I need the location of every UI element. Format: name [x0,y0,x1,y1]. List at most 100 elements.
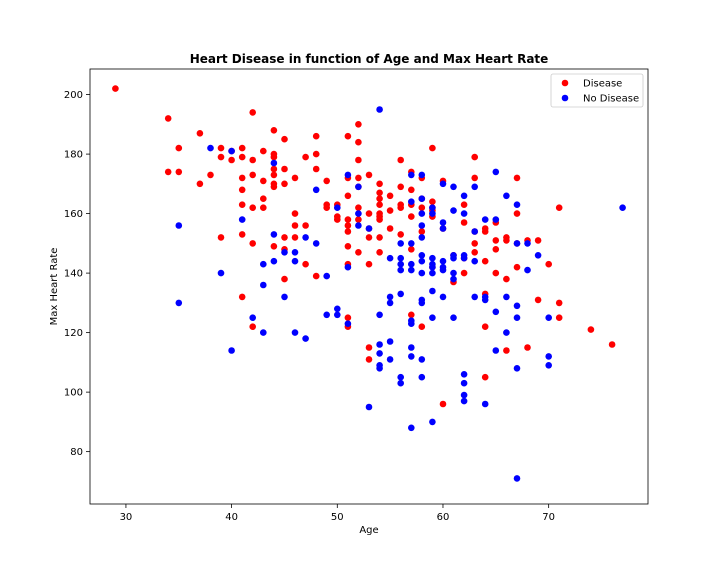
data-point-disease [238,174,246,182]
data-point-no-disease [397,266,405,274]
data-point-disease [270,243,278,250]
data-point-disease [249,156,256,164]
data-point-no-disease [386,338,394,345]
data-point-no-disease [524,240,531,247]
data-point-no-disease [397,240,405,247]
data-point-no-disease [429,263,436,271]
data-point-disease [175,168,183,176]
data-point-no-disease [386,356,394,363]
y-tick-label: 120 [64,328,83,339]
data-point-no-disease [545,362,552,369]
data-point-disease [249,204,256,211]
data-point-no-disease [418,269,426,277]
data-point-disease [355,216,362,223]
data-point-no-disease [323,272,331,280]
data-point-no-disease [344,263,352,271]
data-point-disease [513,174,521,182]
data-point-disease [555,299,563,307]
data-point-no-disease [376,106,383,113]
data-point-no-disease [439,257,447,265]
data-point-no-disease [344,320,352,328]
data-point-disease [492,269,500,277]
data-point-no-disease [334,305,341,313]
data-point-disease [555,204,563,211]
data-point-disease [323,204,331,211]
y-tick-label: 200 [64,90,83,101]
legend-marker-disease [561,79,569,87]
data-point-no-disease [534,252,542,259]
data-point-disease [217,144,225,152]
data-point-disease [355,121,362,128]
data-point-disease [291,210,299,217]
data-point-disease [164,115,172,122]
data-point-disease [323,177,331,185]
data-point-no-disease [386,293,394,301]
data-point-no-disease [238,216,246,223]
data-point-no-disease [270,257,278,265]
data-point-no-disease [334,204,341,211]
data-point-disease [376,201,383,208]
data-point-no-disease [334,311,341,319]
data-point-disease [365,210,373,217]
data-point-disease [376,234,383,241]
data-point-disease [238,201,246,208]
data-point-disease [302,153,309,161]
data-point-disease [270,183,278,191]
data-point-disease [492,237,500,244]
data-point-no-disease [408,266,415,274]
data-point-disease [608,341,616,348]
data-point-no-disease [429,287,436,295]
data-point-disease [228,156,235,164]
data-point-no-disease [397,254,405,262]
data-point-no-disease [418,210,426,217]
y-tick-label: 160 [64,209,83,220]
data-point-disease [492,246,500,253]
data-point-disease [365,356,373,363]
data-point-disease [291,234,299,241]
data-point-no-disease [175,222,183,229]
data-point-no-disease [460,397,468,405]
data-point-disease [503,275,510,283]
data-point-no-disease [492,216,500,223]
data-point-no-disease [492,308,500,316]
data-point-disease [524,344,531,351]
data-point-no-disease [397,290,405,298]
data-point-disease [471,240,479,247]
x-tick-label: 60 [437,512,450,523]
data-point-no-disease [386,254,394,262]
y-axis: 80 100 120 140 160 180 200 [64,90,90,458]
data-point-no-disease [503,293,510,301]
data-point-no-disease [460,391,468,399]
data-point-disease [270,153,278,161]
data-point-disease [418,323,426,331]
data-point-no-disease [418,356,426,363]
x-axis-label: Age [359,525,378,536]
data-point-disease [238,144,246,152]
data-point-no-disease [217,269,225,277]
data-point-no-disease [460,379,468,387]
data-point-disease [355,174,362,182]
data-point-disease [312,272,320,280]
data-point-disease [460,201,468,208]
data-point-disease [397,156,405,164]
data-point-no-disease [492,168,500,176]
data-point-no-disease [260,260,267,268]
data-point-disease [376,180,383,188]
y-tick-label: 80 [70,447,83,458]
data-point-no-disease [386,299,394,307]
data-point-disease [513,263,521,271]
data-point-disease [408,311,415,319]
data-point-no-disease [439,219,447,226]
data-point-disease [281,165,288,173]
data-point-disease [386,192,394,200]
data-point-disease [175,144,183,152]
data-point-no-disease [513,365,521,372]
data-point-no-disease [513,201,521,208]
data-point-no-disease [471,257,479,265]
data-point-no-disease [355,222,362,229]
data-point-disease [481,228,489,235]
data-point-disease [418,204,426,211]
data-point-disease [386,225,394,232]
data-point-no-disease [344,171,352,179]
data-point-no-disease [408,198,415,205]
